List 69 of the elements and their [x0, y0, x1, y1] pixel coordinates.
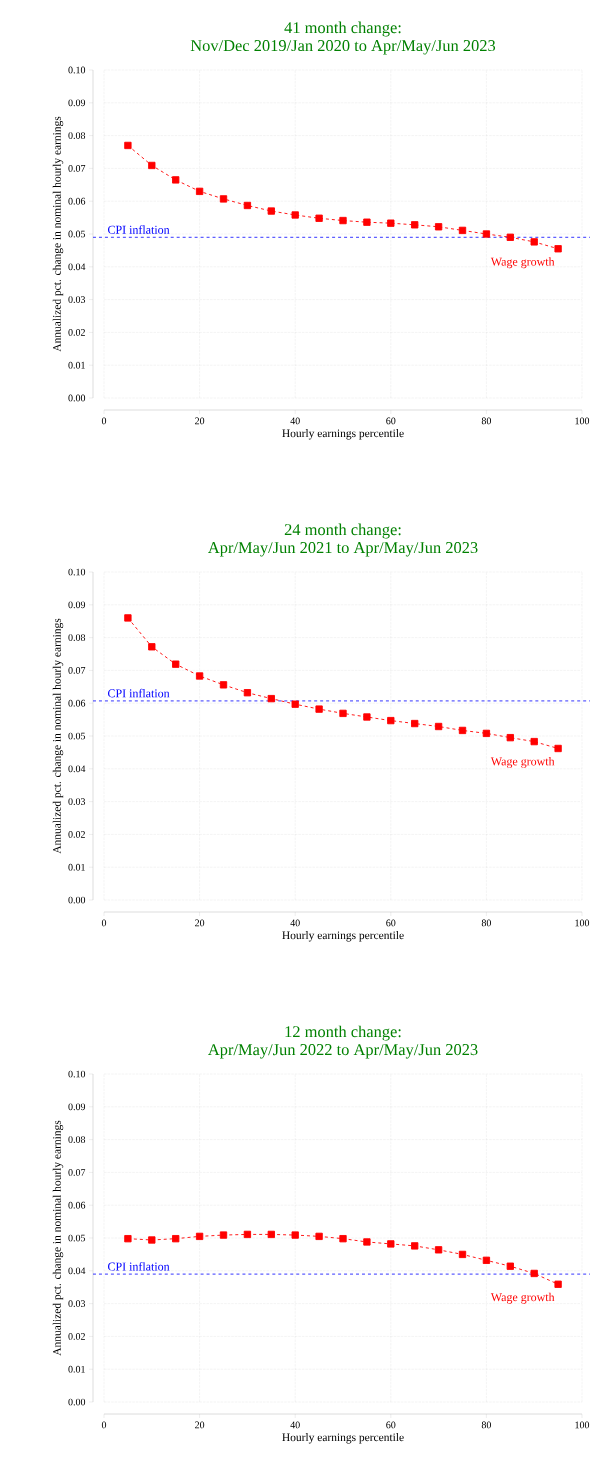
- x-tick-label: 80: [481, 417, 492, 425]
- y-tick-label: 0.08: [68, 1136, 86, 1143]
- x-tick-label: 60: [386, 919, 396, 927]
- series-label: Wage growth: [490, 756, 555, 768]
- y-tick-label: 0.10: [68, 66, 86, 74]
- y-tick-label: 0.06: [68, 699, 86, 707]
- x-tick-label: 100: [575, 417, 590, 425]
- x-tick-label: 0: [101, 1421, 107, 1429]
- y-tick-label: 0.00: [68, 1398, 86, 1406]
- y-tick-label: 0.03: [68, 798, 86, 805]
- y-tick-label: 0.09: [68, 99, 86, 107]
- x-tick-label: 20: [195, 1421, 205, 1429]
- y-tick-label: 0.03: [68, 296, 86, 303]
- y-tick-label: 0.05: [68, 230, 86, 238]
- y-axis-title: Annualized pct. change in nominal hourly earnings: [52, 116, 64, 352]
- y-tick-label: 0.03: [68, 1300, 86, 1307]
- y-tick-label: 0.10: [68, 1070, 86, 1078]
- y-tick-label: 0.02: [68, 1333, 85, 1340]
- x-axis-title: Hourly earnings percentile: [282, 931, 404, 942]
- series-label: Wage growth: [490, 1292, 555, 1304]
- y-tick-label: 0.04: [68, 1267, 86, 1275]
- chart-title: 12 month change:: [285, 1025, 401, 1041]
- y-axis-title: Annualized pct. change in nominal hourly earnings: [52, 618, 64, 854]
- chart-subtitle: Nov/Dec 2019/Jan 2020 to Apr/May/Jun 2023: [190, 40, 496, 55]
- y-tick-label: 0.02: [68, 831, 85, 838]
- y-tick-label: 0.08: [68, 634, 86, 641]
- y-tick-label: 0.08: [68, 132, 86, 139]
- y-tick-label: 0.05: [68, 732, 86, 740]
- ref-line-label: CPI inflation: [108, 1262, 170, 1271]
- y-tick-label: 0.04: [68, 765, 86, 773]
- x-tick-label: 40: [290, 1421, 300, 1429]
- x-axis-title: Hourly earnings percentile: [282, 429, 404, 440]
- y-tick-label: 0.06: [68, 197, 86, 205]
- y-tick-label: 0.00: [68, 394, 86, 402]
- x-tick-label: 80: [481, 919, 492, 927]
- y-tick-label: 0.06: [68, 1201, 86, 1209]
- y-tick-label: 0.02: [68, 329, 85, 336]
- x-tick-label: 80: [481, 1421, 492, 1429]
- ref-line-label: CPI inflation: [108, 688, 170, 698]
- y-axis-title: Annualized pct. change in nominal hourly earnings: [52, 1120, 64, 1356]
- series-label: Wage growth: [490, 257, 555, 269]
- x-tick-label: 0: [101, 919, 107, 927]
- chart-subtitle: Apr/May/Jun 2022 to Apr/May/Jun 2023: [208, 1044, 478, 1059]
- x-tick-label: 20: [195, 417, 205, 425]
- y-tick-label: 0.09: [68, 601, 86, 609]
- x-tick-label: 100: [575, 919, 590, 927]
- chart-title: 24 month change:: [284, 523, 401, 539]
- y-tick-label: 0.10: [68, 568, 86, 576]
- x-tick-label: 60: [386, 417, 396, 425]
- y-tick-label: 0.07: [68, 667, 86, 674]
- y-tick-label: 0.07: [68, 165, 86, 172]
- x-tick-label: 20: [195, 919, 205, 927]
- x-tick-label: 40: [290, 919, 300, 927]
- y-tick-label: 0.07: [68, 1169, 86, 1176]
- y-tick-label: 0.09: [68, 1103, 86, 1111]
- y-tick-label: 0.04: [68, 263, 86, 271]
- y-tick-label: 0.00: [68, 896, 86, 904]
- y-tick-label: 0.05: [68, 1234, 86, 1242]
- x-tick-label: 100: [575, 1421, 590, 1429]
- x-tick-label: 60: [386, 1421, 396, 1429]
- x-tick-label: 0: [101, 417, 107, 425]
- y-tick-label: 0.01: [68, 1365, 85, 1373]
- x-tick-label: 40: [290, 417, 300, 425]
- chart-title: 41 month change:: [284, 21, 401, 37]
- x-axis-title: Hourly earnings percentile: [282, 1433, 404, 1444]
- ref-line-label: CPI inflation: [108, 225, 170, 234]
- y-tick-label: 0.01: [68, 863, 85, 871]
- y-tick-label: 0.01: [68, 361, 85, 369]
- chart-subtitle: Apr/May/Jun 2021 to Apr/May/Jun 2023: [208, 542, 478, 557]
